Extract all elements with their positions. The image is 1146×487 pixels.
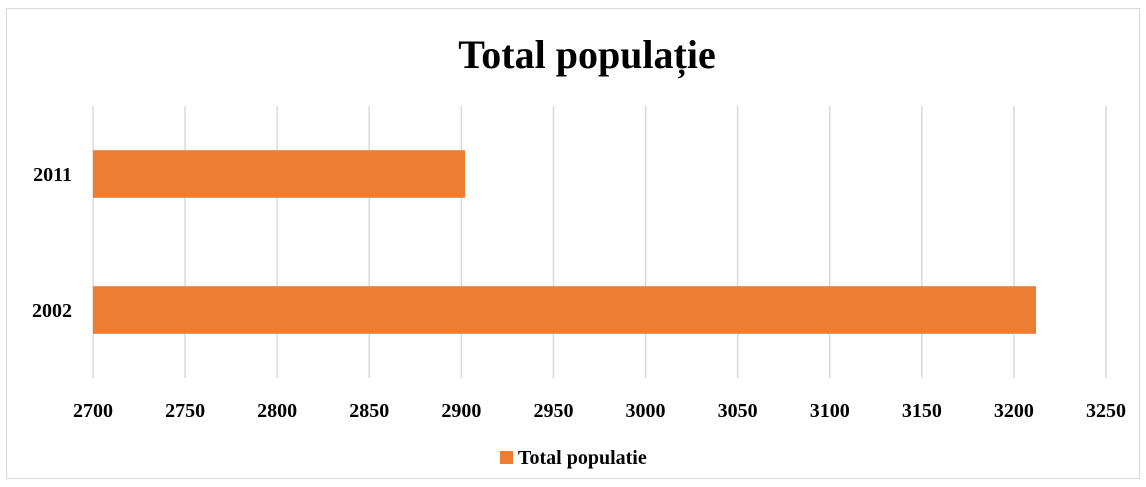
- gridlines: [92, 106, 1107, 378]
- chart-frame: [6, 8, 1140, 479]
- x-tick-label: 3150: [902, 400, 942, 422]
- x-tick-label: 3100: [810, 400, 850, 422]
- x-tick-label: 3200: [994, 400, 1034, 422]
- x-tick-label: 2700: [73, 400, 113, 422]
- x-tick-label: 2950: [533, 400, 573, 422]
- legend-label: Total populatie: [518, 447, 647, 469]
- x-tick-label: 3050: [718, 400, 758, 422]
- x-tick-label: 2900: [441, 400, 481, 422]
- y-axis-ticks: 2011 2002: [32, 164, 72, 322]
- legend-swatch: [500, 451, 513, 464]
- x-tick-label: 2750: [165, 400, 205, 422]
- y-tick-label: 2002: [32, 300, 72, 322]
- bars: [93, 150, 1037, 334]
- x-tick-label: 2800: [257, 400, 297, 422]
- y-tick-label: 2011: [33, 164, 72, 186]
- chart-title: Total populație: [458, 32, 715, 78]
- bar-2002: [93, 286, 1037, 334]
- x-tick-label: 3250: [1086, 400, 1126, 422]
- x-axis-ticks: 2700 2750 2800 2850 2900 2950 3000 3050 3100 3150…: [73, 400, 1126, 422]
- x-tick-label: 2850: [349, 400, 389, 422]
- x-tick-label: 3000: [626, 400, 666, 422]
- legend: Total populatie: [500, 447, 647, 469]
- bar-2011: [93, 150, 466, 198]
